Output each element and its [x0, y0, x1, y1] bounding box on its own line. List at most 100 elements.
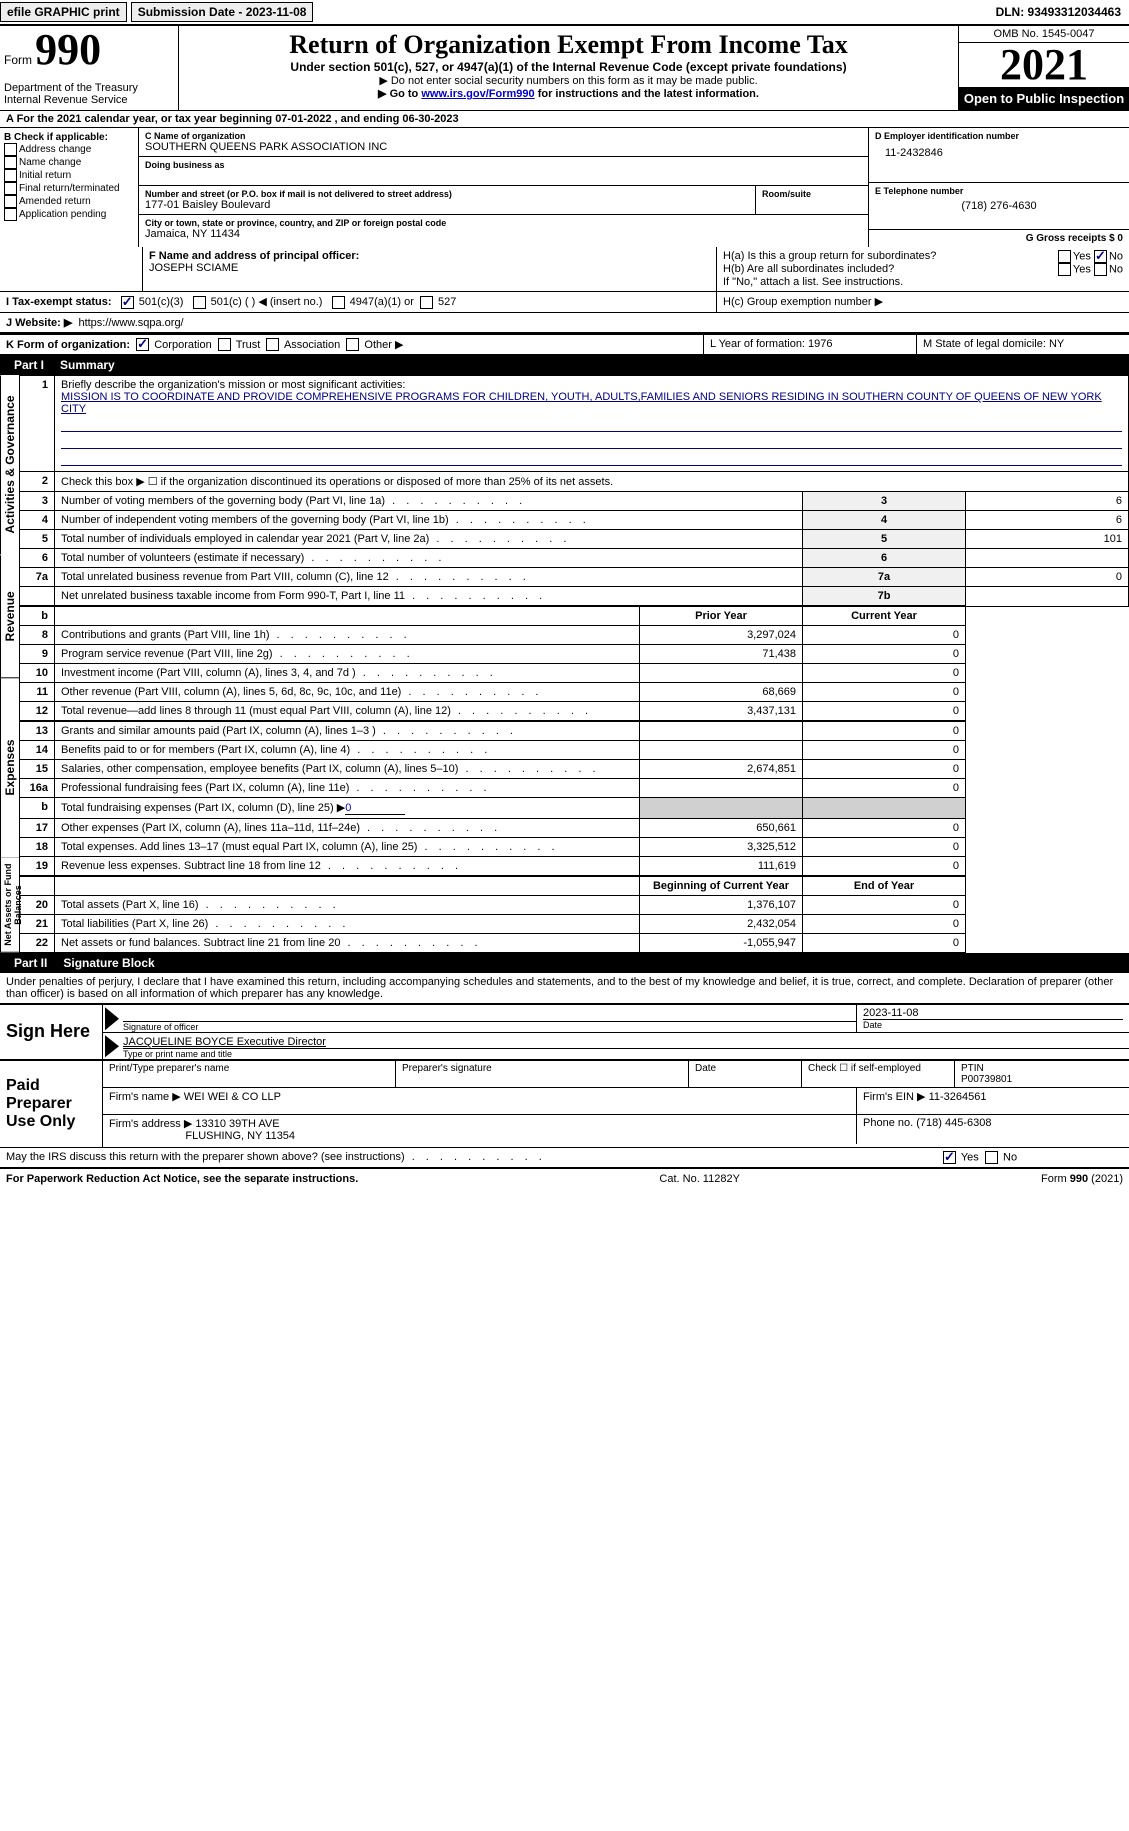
- firm-ein: 11-3264561: [929, 1091, 987, 1103]
- table-row: 8Contributions and grants (Part VIII, li…: [20, 626, 1129, 645]
- irs-link[interactable]: www.irs.gov/Form990: [421, 88, 534, 100]
- page-footer: For Paperwork Reduction Act Notice, see …: [0, 1167, 1129, 1189]
- addr-value: 177-01 Baisley Boulevard: [145, 199, 749, 211]
- section-bcd: B Check if applicable: Address change Na…: [0, 128, 1129, 247]
- sign-here-section: Sign Here Signature of officer 2023-11-0…: [0, 1003, 1129, 1060]
- table-row: 10Investment income (Part VIII, column (…: [20, 664, 1129, 683]
- table-row: 12Total revenue—add lines 8 through 11 (…: [20, 702, 1129, 722]
- penalty-text: Under penalties of perjury, I declare th…: [0, 973, 1129, 1003]
- officer-name-label: Type or print name and title: [123, 1048, 1129, 1059]
- summary-table: 1 Briefly describe the organization's mi…: [19, 375, 1129, 953]
- row-klm: K Form of organization: Corporation Trus…: [0, 333, 1129, 356]
- checkbox-icon[interactable]: [1058, 263, 1071, 276]
- row-f-h: F Name and address of principal officer:…: [0, 247, 1129, 292]
- checkbox-icon[interactable]: [1094, 263, 1107, 276]
- checkbox-icon[interactable]: [346, 338, 359, 351]
- dba-cell: Doing business as: [139, 157, 868, 186]
- irs-label: Internal Revenue Service: [4, 94, 174, 106]
- checkbox-icon[interactable]: [1094, 250, 1107, 263]
- q1-label: Briefly describe the organization's miss…: [61, 379, 405, 391]
- checkbox-icon[interactable]: [985, 1151, 998, 1164]
- firm-ein-label: Firm's EIN ▶: [863, 1091, 926, 1103]
- form-number: 990: [35, 25, 101, 74]
- table-row: 11Other revenue (Part VIII, column (A), …: [20, 683, 1129, 702]
- checkbox-icon[interactable]: [4, 182, 17, 195]
- checkbox-icon[interactable]: [193, 296, 206, 309]
- checkbox-icon[interactable]: [4, 156, 17, 169]
- addr-label: Number and street (or P.O. box if mail i…: [145, 189, 749, 199]
- website-value[interactable]: https://www.sqpa.org/: [78, 317, 183, 329]
- checkbox-icon[interactable]: [943, 1151, 956, 1164]
- firm-name-label: Firm's name ▶: [109, 1091, 181, 1103]
- checkbox-icon[interactable]: [1058, 250, 1071, 263]
- firm-phone: (718) 445-6308: [916, 1117, 991, 1129]
- checkbox-icon[interactable]: [136, 338, 149, 351]
- efile-button[interactable]: efile GRAPHIC print: [0, 2, 127, 22]
- ptin-value: P00739801: [961, 1074, 1012, 1085]
- sign-here-label: Sign Here: [0, 1005, 103, 1059]
- table-row: bTotal fundraising expenses (Part IX, co…: [20, 798, 1129, 819]
- prep-sig: Preparer's signature: [396, 1061, 689, 1087]
- chk-address-change: Address change: [4, 143, 134, 156]
- table-row: 5Total number of individuals employed in…: [20, 530, 1129, 549]
- checkbox-icon[interactable]: [218, 338, 231, 351]
- note2-post: for instructions and the latest informat…: [535, 88, 759, 100]
- paid-preparer-section: Paid Preparer Use Only Print/Type prepar…: [0, 1060, 1129, 1148]
- col-c-org-info: C Name of organization SOUTHERN QUEENS P…: [139, 128, 869, 247]
- org-name: SOUTHERN QUEENS PARK ASSOCIATION INC: [145, 141, 862, 153]
- chk-amended-return: Amended return: [4, 195, 134, 208]
- table-row: 19Revenue less expenses. Subtract line 1…: [20, 857, 1129, 877]
- note2-pre: ▶ Go to: [378, 88, 421, 100]
- chk-name-change: Name change: [4, 156, 134, 169]
- prep-print-name: Print/Type preparer's name: [103, 1061, 396, 1087]
- checkbox-icon[interactable]: [420, 296, 433, 309]
- submission-date-button[interactable]: Submission Date - 2023-11-08: [131, 2, 314, 22]
- table-row: 14Benefits paid to or for members (Part …: [20, 741, 1129, 760]
- checkbox-icon[interactable]: [4, 208, 17, 221]
- checkbox-icon[interactable]: [4, 143, 17, 156]
- checkbox-icon[interactable]: [4, 169, 17, 182]
- org-name-label: C Name of organization: [145, 131, 862, 141]
- paid-preparer-label: Paid Preparer Use Only: [0, 1061, 103, 1147]
- dba-value: [145, 170, 862, 182]
- table-row: 1 Briefly describe the organization's mi…: [20, 376, 1129, 472]
- checkbox-icon[interactable]: [266, 338, 279, 351]
- table-row: 17Other expenses (Part IX, column (A), l…: [20, 819, 1129, 838]
- line-a-tax-year: A For the 2021 calendar year, or tax yea…: [0, 111, 1129, 128]
- table-row: Net unrelated business taxable income fr…: [20, 587, 1129, 607]
- ha-label: H(a) Is this a group return for subordin…: [723, 250, 936, 263]
- form-subtitle: Under section 501(c), 527, or 4947(a)(1)…: [183, 60, 954, 74]
- checkbox-icon[interactable]: [121, 296, 134, 309]
- row-j-website: J Website: ▶ https://www.sqpa.org/: [0, 313, 1129, 333]
- chk-final-return: Final return/terminated: [4, 182, 134, 195]
- table-row: b Prior Year Current Year: [20, 606, 1129, 626]
- footer-mid: Cat. No. 11282Y: [659, 1173, 740, 1185]
- col-d-ein: D Employer identification number 11-2432…: [869, 128, 1129, 247]
- form-note-2: ▶ Go to www.irs.gov/Form990 for instruct…: [183, 87, 954, 100]
- city-value: Jamaica, NY 11434: [145, 228, 862, 240]
- form-note-1: ▶ Do not enter social security numbers o…: [183, 74, 954, 87]
- arrow-icon: [105, 1035, 119, 1057]
- year-formation: L Year of formation: 1976: [703, 335, 916, 355]
- room-label: Room/suite: [762, 189, 862, 199]
- group-return: H(a) Is this a group return for subordin…: [717, 247, 1129, 291]
- sig-date: 2023-11-08: [863, 1007, 1123, 1019]
- checkbox-icon[interactable]: [4, 195, 17, 208]
- part-1-title: Summary: [60, 358, 115, 372]
- end-year-header: End of Year: [803, 876, 966, 896]
- firm-addr-label: Firm's address ▶: [109, 1118, 192, 1130]
- top-bar: efile GRAPHIC print Submission Date - 20…: [0, 0, 1129, 26]
- checkbox-icon[interactable]: [332, 296, 345, 309]
- ein-cell: D Employer identification number 11-2432…: [869, 128, 1129, 183]
- side-expenses: Expenses: [0, 678, 19, 858]
- dept-treasury: Department of the Treasury: [4, 82, 174, 94]
- side-netassets: Net Assets or Fund Balances: [0, 858, 19, 953]
- col-b-checkboxes: B Check if applicable: Address change Na…: [0, 128, 139, 247]
- firm-phone-label: Phone no.: [863, 1117, 913, 1129]
- table-row: 3Number of voting members of the governi…: [20, 492, 1129, 511]
- side-revenue: Revenue: [0, 555, 19, 678]
- mission-text: MISSION IS TO COORDINATE AND PROVIDE COM…: [61, 391, 1102, 415]
- phone-label: E Telephone number: [875, 186, 1123, 196]
- firm-name: WEI WEI & CO LLP: [184, 1091, 281, 1103]
- header-mid: Return of Organization Exempt From Incom…: [179, 26, 958, 110]
